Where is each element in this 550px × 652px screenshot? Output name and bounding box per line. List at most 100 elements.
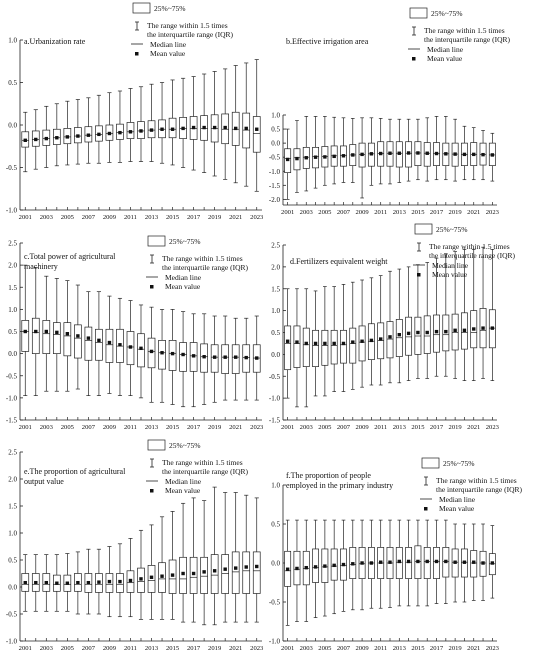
mean-marker bbox=[453, 328, 457, 333]
x-tick-label: 2021 bbox=[229, 424, 242, 431]
box-2010 bbox=[116, 297, 124, 397]
mean-marker bbox=[34, 580, 38, 585]
mean-marker bbox=[76, 334, 80, 338]
box-2019 bbox=[451, 251, 459, 379]
box-2007 bbox=[84, 548, 93, 615]
box-2008 bbox=[95, 291, 103, 397]
y-tick-label: 2.0 bbox=[8, 476, 17, 484]
mean-marker bbox=[378, 151, 383, 156]
mean-marker bbox=[285, 567, 290, 571]
iqr-box bbox=[242, 112, 251, 149]
legend-range-line2: the interquartile range (IQR) bbox=[147, 30, 234, 39]
box-2011 bbox=[126, 538, 135, 618]
mean-marker bbox=[233, 126, 238, 131]
x-tick-label: 2015 bbox=[166, 645, 180, 652]
iqr-box bbox=[74, 324, 82, 359]
x-tick-label: 2001 bbox=[281, 424, 294, 431]
box-2015 bbox=[168, 309, 177, 405]
mean-marker bbox=[425, 151, 429, 155]
box-2019 bbox=[451, 118, 459, 182]
legend-range-line1: The range within 1.5 times bbox=[162, 254, 243, 263]
box-2003 bbox=[42, 554, 51, 612]
mean-marker bbox=[202, 125, 206, 130]
y-tick-label: 0.5 bbox=[271, 329, 280, 337]
y-tick-label: 2.5 bbox=[8, 240, 17, 248]
iqr-box bbox=[105, 328, 114, 363]
iqr-box bbox=[252, 551, 261, 594]
legend-range-line1: The range within 1.5 times bbox=[162, 458, 243, 467]
mean-marker bbox=[425, 559, 429, 564]
mean-marker bbox=[332, 341, 336, 346]
mean-marker bbox=[170, 351, 175, 356]
iqr-box bbox=[53, 322, 61, 354]
box-2003 bbox=[302, 519, 310, 622]
mean-marker bbox=[323, 155, 327, 159]
y-tick-label: 0.5 bbox=[271, 521, 280, 529]
x-tick-label: 2001 bbox=[281, 645, 294, 652]
x-tick-label: 2003 bbox=[300, 209, 314, 216]
iqr-box bbox=[451, 313, 459, 351]
mean-marker bbox=[191, 354, 196, 358]
box-2016 bbox=[423, 262, 431, 379]
panel-c: -1.5 -1.0 -0.5 0.0 0.5 1.0 1.5 2.0 2.5 2001 2003 20… bbox=[6, 235, 264, 431]
legend-box-label: 25%~75% bbox=[169, 441, 201, 450]
mean-marker bbox=[223, 355, 227, 359]
mean-marker bbox=[369, 152, 374, 156]
box-2003 bbox=[302, 288, 310, 408]
mean-marker bbox=[388, 560, 392, 564]
box-2012 bbox=[137, 529, 145, 620]
box-2011 bbox=[126, 300, 135, 397]
mean-marker bbox=[313, 565, 318, 569]
box-2003 bbox=[302, 116, 310, 192]
box-2023 bbox=[488, 249, 496, 381]
box-2015 bbox=[414, 264, 422, 379]
legend-mean-label: Mean value bbox=[165, 486, 201, 495]
y-tick-label: -1.0 bbox=[269, 395, 281, 403]
legend-mean-label: Mean value bbox=[150, 49, 186, 58]
box-2013 bbox=[147, 524, 156, 620]
y-tick-label: 2.5 bbox=[8, 449, 17, 457]
box-2004 bbox=[53, 554, 61, 612]
mean-marker bbox=[304, 565, 308, 570]
mean-marker bbox=[118, 130, 122, 135]
x-tick-label: 2005 bbox=[318, 209, 332, 216]
x-tick-label: 2017 bbox=[430, 424, 444, 431]
x-tick-label: 2001 bbox=[19, 424, 32, 431]
box-2002 bbox=[31, 109, 40, 170]
legend-range-line2: the interquartile range (IQR) bbox=[162, 263, 249, 272]
legend-range-line2: the interquartile range (IQR) bbox=[424, 35, 511, 44]
y-tick-label: 1.0 bbox=[271, 482, 280, 490]
y-tick-label: 1.0 bbox=[8, 306, 17, 314]
panel-a: -1.0 -0.5 0.0 0.5 1.0 2001 2003 2005 2007 2009 201… bbox=[6, 2, 264, 221]
box-2001 bbox=[284, 128, 292, 200]
box-2004 bbox=[312, 519, 319, 618]
iqr-box bbox=[302, 327, 310, 367]
box-2022 bbox=[479, 246, 487, 379]
legend-range-line2: the interquartile range (IQR) bbox=[436, 485, 523, 494]
legend-box-label: 25%~75% bbox=[431, 9, 463, 18]
mean-marker bbox=[65, 581, 70, 585]
box-2011 bbox=[377, 275, 385, 386]
legend-mean-swatch bbox=[412, 57, 416, 61]
box-2020 bbox=[221, 68, 229, 180]
x-tick-label: 2013 bbox=[145, 424, 159, 431]
x-tick-label: 2019 bbox=[449, 209, 463, 216]
mean-marker bbox=[128, 130, 133, 134]
mean-marker bbox=[369, 338, 374, 343]
iqr-box bbox=[386, 321, 394, 359]
iqr-box bbox=[168, 340, 177, 371]
mean-marker bbox=[416, 151, 420, 155]
x-tick-label: 2021 bbox=[467, 645, 480, 652]
legend-range-line1: The range within 1.5 times bbox=[147, 21, 228, 30]
mean-marker bbox=[295, 340, 299, 344]
mean-marker bbox=[462, 328, 467, 333]
box-2010 bbox=[367, 277, 375, 386]
y-tick-label: 0.0 bbox=[271, 351, 280, 359]
y-tick-label: 2.5 bbox=[271, 242, 280, 250]
box-2016 bbox=[423, 117, 431, 182]
mean-marker bbox=[481, 152, 485, 157]
box-2005 bbox=[321, 519, 329, 617]
mean-marker bbox=[212, 355, 217, 359]
